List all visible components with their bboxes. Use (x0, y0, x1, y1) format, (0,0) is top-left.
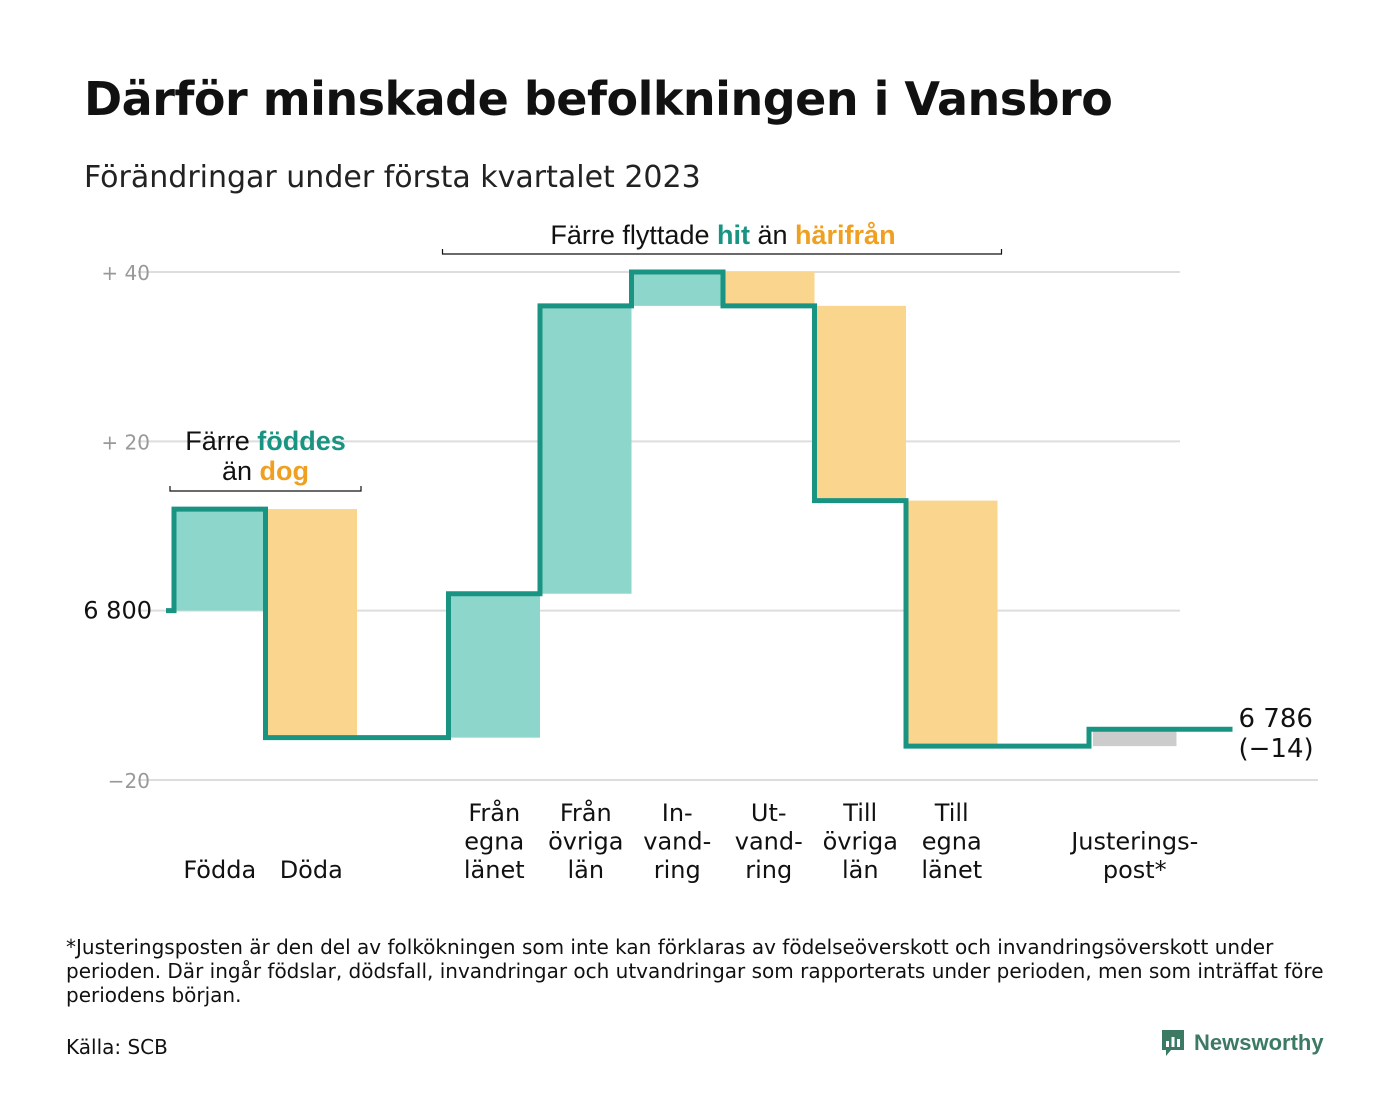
brand-name: Newsworthy (1194, 1030, 1324, 1055)
bar (906, 500, 998, 747)
category-label: Från egna länet (464, 798, 525, 884)
annotation-births-line1: Färre föddes (185, 426, 346, 456)
category-label: In-vand-ring (643, 799, 711, 884)
source-note: Källa: SCB (66, 1035, 168, 1059)
category-label: Till egna länet (921, 799, 982, 884)
bar (814, 305, 906, 501)
end-change-label: (−14) (1239, 734, 1314, 764)
annotation-births-line2: än dog (222, 456, 309, 486)
bar (540, 305, 632, 594)
bar (631, 272, 723, 306)
newsworthy-logo-icon (1162, 1030, 1184, 1056)
bar (1093, 729, 1177, 747)
category-label: Födda (183, 856, 256, 884)
bar (174, 509, 266, 611)
y-tick-label: + 20 (101, 430, 150, 454)
category-label: Justerings-post* (1069, 828, 1198, 885)
y-tick-label: 6 800 (83, 597, 152, 625)
brand-logo: Newsworthy (1160, 1028, 1324, 1058)
category-label: Döda (280, 856, 343, 884)
category-label: Ut-vand-ring (735, 799, 803, 884)
y-tick-label: + 40 (101, 261, 150, 285)
bar (723, 272, 815, 306)
annotation-bracket (441, 249, 1003, 255)
category-label: Till övriga län (823, 799, 898, 884)
page-subtitle: Förändringar under första kvartalet 2023 (84, 160, 701, 195)
category-label: Från övriga län (548, 798, 623, 884)
waterfall-chart: + 40 + 20 6 800 −20 6 786(−14) Födda Döda Från e… (83, 220, 1318, 885)
y-tick-label: −20 (108, 769, 150, 793)
footnote: *Justeringsposten är den del av folkökni… (66, 935, 1324, 1007)
annotation-bracket (169, 486, 362, 492)
page-title: Därför minskade befolkningen i Vansbro (84, 72, 1113, 126)
running-total-line (166, 269, 1233, 749)
bar (265, 509, 357, 738)
bar (448, 593, 540, 738)
end-value-label: 6 786 (1239, 704, 1313, 734)
annotation-migration: Färre flyttade hit än härifrån (550, 220, 895, 250)
